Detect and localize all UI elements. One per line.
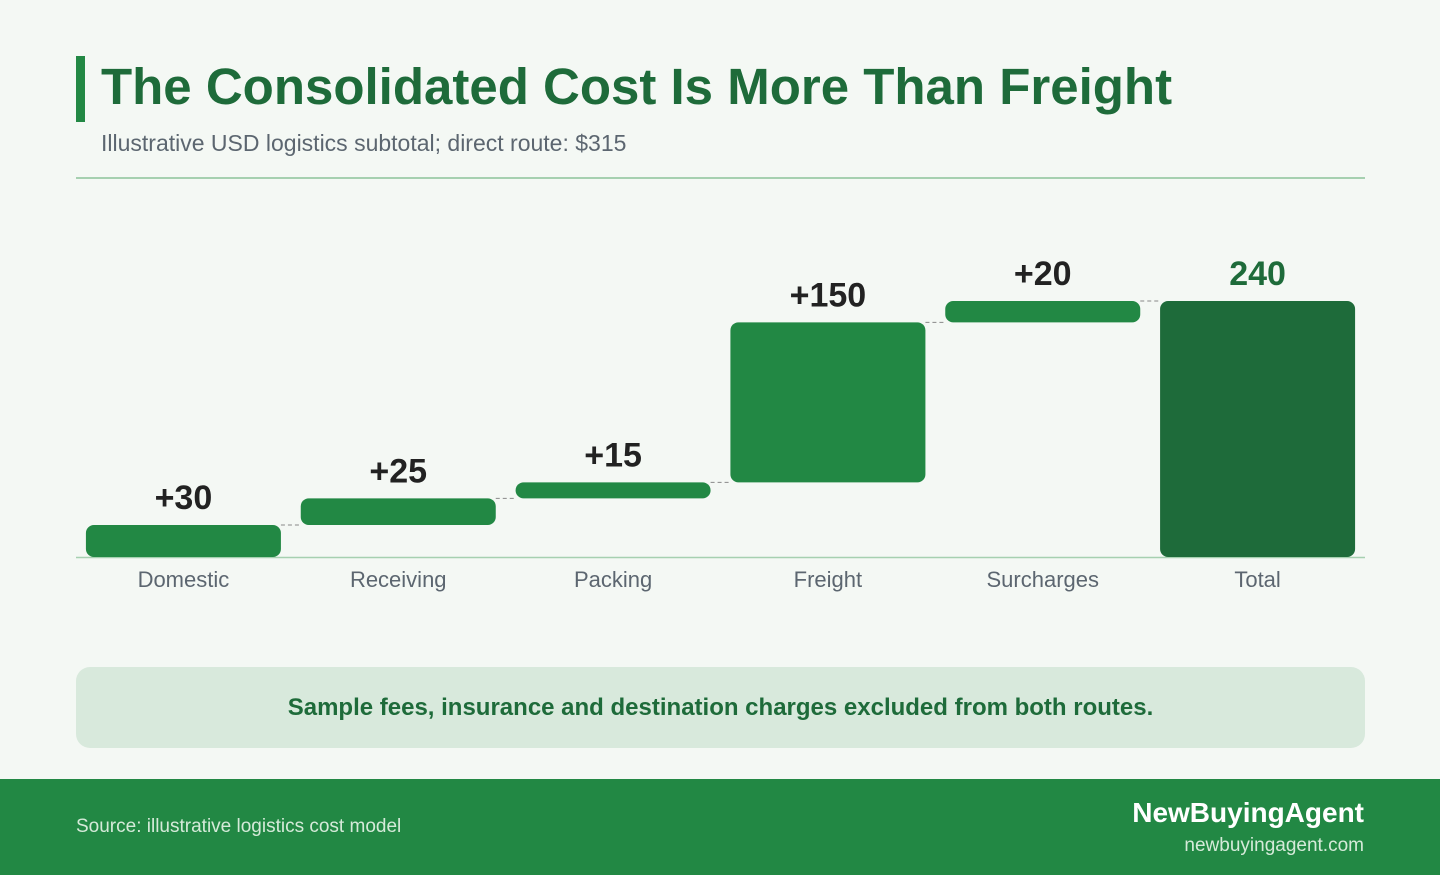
value-label-freight: +150 <box>790 276 867 314</box>
value-label-packing: +15 <box>584 436 642 474</box>
category-label-surcharges: Surcharges <box>986 567 1099 592</box>
brand-url: newbuyingagent.com <box>1184 835 1364 856</box>
value-label-domestic: +30 <box>155 479 213 517</box>
category-label-receiving: Receiving <box>350 567 447 592</box>
chart-title: The Consolidated Cost Is More Than Freig… <box>101 58 1173 115</box>
bar-domestic <box>85 525 281 557</box>
bar-receiving <box>300 498 496 525</box>
note-text: Sample fees, insurance and destination c… <box>287 693 1154 721</box>
category-label-domestic: Domestic <box>138 567 230 592</box>
source-text: Source: illustrative logistics cost mode… <box>76 816 402 837</box>
bar-freight <box>730 322 926 483</box>
bar-packing <box>515 482 711 499</box>
note-box: Sample fees, insurance and destination c… <box>76 667 1365 748</box>
category-label-total: Total <box>1234 567 1280 592</box>
waterfall-chart: +30 Domestic +25 Receiving +15 Packing +150 Fre… <box>76 255 1365 592</box>
header-divider <box>76 177 1365 179</box>
footer: Source: illustrative logistics cost mode… <box>0 779 1440 875</box>
brand-name: NewBuyingAgent <box>1132 797 1364 828</box>
chart-subtitle: Illustrative USD logistics subtotal; dir… <box>101 130 627 156</box>
value-label-surcharges: +20 <box>1014 255 1072 293</box>
bar-surcharges <box>945 301 1141 323</box>
value-label-receiving: +25 <box>369 452 427 490</box>
title-accent-bar <box>76 56 85 122</box>
bar-total <box>1160 301 1356 557</box>
value-label-total: 240 <box>1229 255 1286 293</box>
category-label-packing: Packing <box>574 567 652 592</box>
category-label-freight: Freight <box>794 567 862 592</box>
